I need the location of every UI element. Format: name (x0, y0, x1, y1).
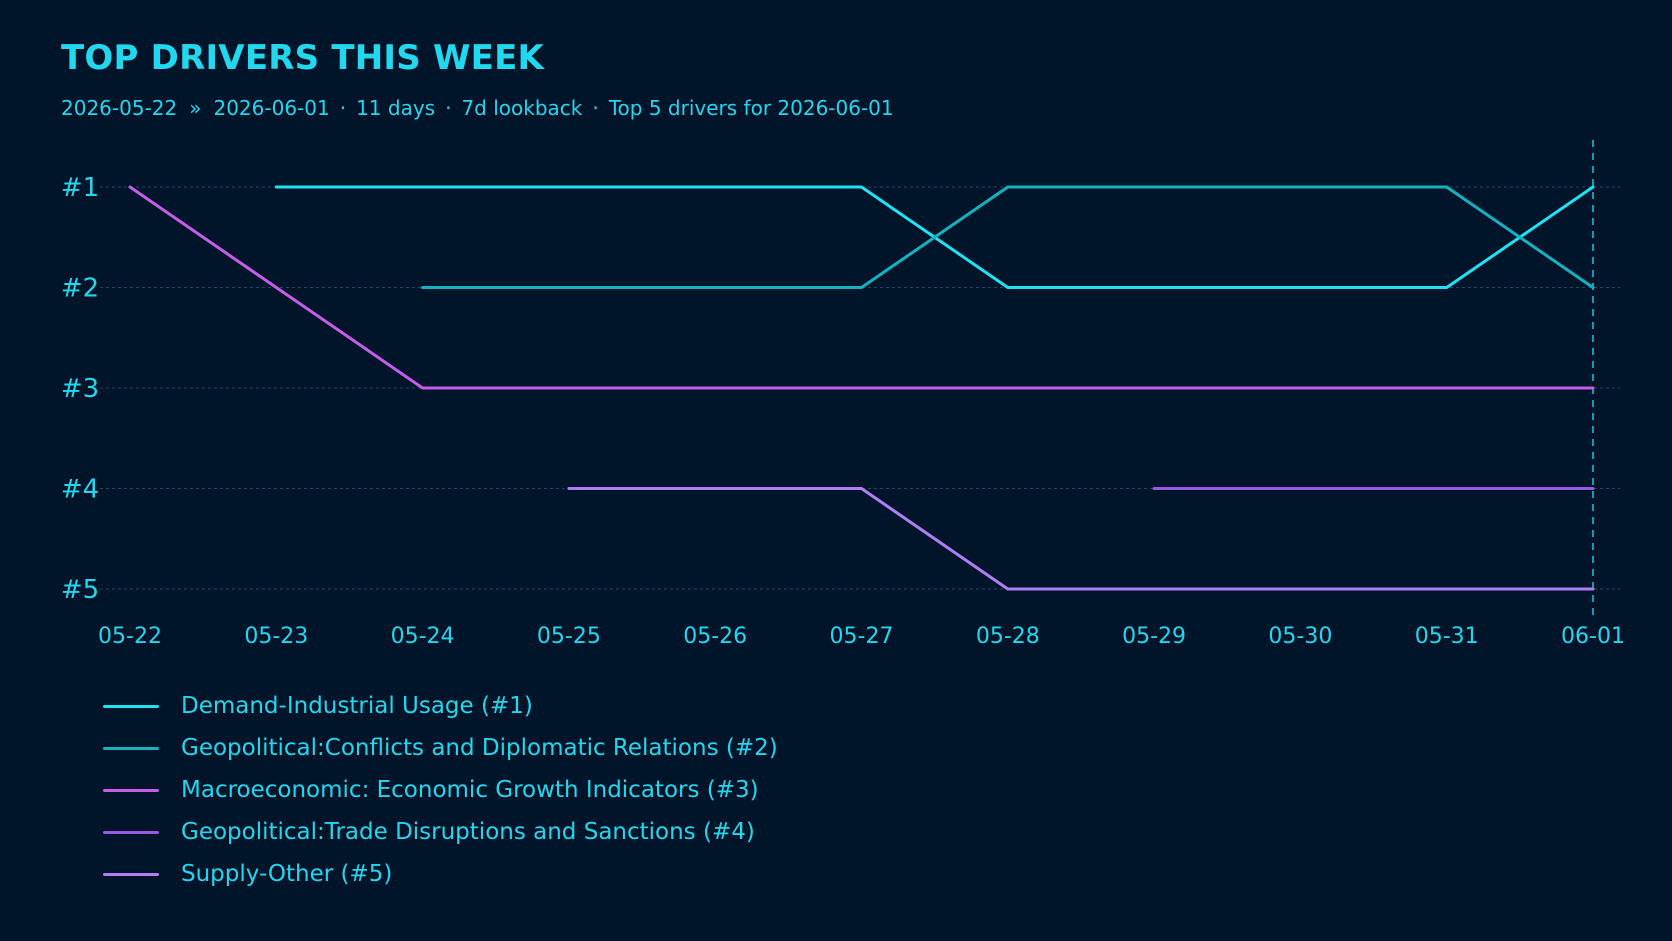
separator-dot: · (445, 96, 452, 120)
summary-label: Top 5 drivers for 2026-06-01 (608, 96, 894, 120)
x-tick-label: 05-22 (98, 624, 162, 649)
x-tick-label: 05-24 (391, 624, 455, 649)
separator-dot: · (339, 96, 347, 120)
x-tick-label: 05-25 (537, 624, 601, 649)
y-tick-label: #3 (61, 374, 99, 404)
legend-swatch (103, 746, 159, 750)
legend-item: Geopolitical:Trade Disruptions and Sanct… (103, 811, 778, 853)
lookback-label: 7d lookback (461, 96, 583, 120)
x-tick-label: 05-31 (1415, 624, 1479, 649)
legend-swatch (103, 872, 159, 876)
series-line-5 (567, 487, 1595, 591)
end-date: 2026-06-01 (213, 96, 330, 120)
legend-item: Supply-Other (#5) (103, 853, 778, 895)
legend-swatch (103, 704, 159, 708)
legend-item: Macroeconomic: Economic Growth Indicator… (103, 769, 778, 811)
legend-label: Geopolitical:Conflicts and Diplomatic Re… (181, 735, 778, 761)
x-tick-label: 05-29 (1122, 624, 1186, 649)
y-tick-label: #5 (61, 575, 99, 605)
y-axis-ticks: #1 #2 #3 #4 #5 (61, 173, 99, 605)
legend-label: Macroeconomic: Economic Growth Indicator… (181, 777, 759, 803)
x-tick-label: 05-26 (683, 624, 747, 649)
chart-subtitle: 2026-05-22 » 2026-06-01 · 11 days · 7d lookbac… (61, 96, 894, 120)
chart-legend: Demand-Industrial Usage (#1) Geopolitical… (103, 685, 778, 895)
range-separator-icon: » (189, 96, 202, 120)
series-lines (128, 185, 1595, 591)
x-tick-label: 05-28 (976, 624, 1040, 649)
x-axis-ticks: 05-22 05-23 05-24 05-25 05-26 05-27 05-28 05-29… (98, 624, 1625, 649)
legend-label: Demand-Industrial Usage (#1) (181, 693, 533, 719)
y-tick-label: #4 (61, 475, 99, 505)
days-count: 11 days (356, 96, 436, 120)
legend-swatch (103, 788, 159, 792)
legend-swatch (103, 830, 159, 834)
x-tick-label: 05-30 (1268, 624, 1332, 649)
series-line-3 (128, 185, 1595, 390)
legend-label: Supply-Other (#5) (181, 861, 393, 887)
x-tick-label: 05-27 (830, 624, 894, 649)
y-tick-label: #2 (61, 274, 99, 304)
legend-item: Demand-Industrial Usage (#1) (103, 685, 778, 727)
legend-label: Geopolitical:Trade Disruptions and Sanct… (181, 819, 755, 845)
y-tick-label: #1 (61, 173, 99, 203)
x-tick-label: 06-01 (1561, 624, 1625, 649)
separator-dot: · (592, 96, 599, 120)
x-tick-label: 05-23 (244, 624, 308, 649)
legend-item: Geopolitical:Conflicts and Diplomatic Re… (103, 727, 778, 769)
series-line-1 (274, 185, 1595, 289)
chart-title: TOP DRIVERS THIS WEEK (61, 38, 545, 78)
series-line-2 (421, 185, 1595, 289)
start-date: 2026-05-22 (61, 96, 178, 120)
